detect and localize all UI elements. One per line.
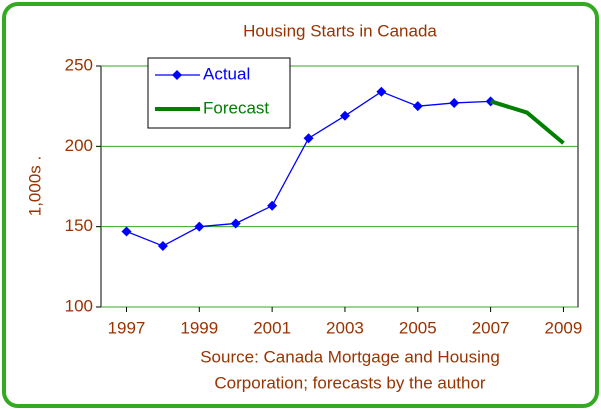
y-axis-label: 1,000s . xyxy=(25,156,44,217)
x-tick-label: 2003 xyxy=(326,318,364,337)
data-point xyxy=(339,110,350,121)
x-tick-label: 2009 xyxy=(545,318,583,337)
x-tick-label: 2007 xyxy=(472,318,510,337)
series-line xyxy=(490,99,565,145)
x-tick-label: 2005 xyxy=(399,318,437,337)
source-note: Corporation; forecasts by the author xyxy=(214,373,486,392)
x-tick-label: 2001 xyxy=(253,318,291,337)
legend-marker xyxy=(172,70,182,80)
data-point xyxy=(376,86,387,97)
data-point xyxy=(267,200,278,211)
data-point xyxy=(121,226,132,237)
source-note: Source: Canada Mortgage and Housing xyxy=(200,347,500,366)
data-point xyxy=(303,133,314,144)
data-point xyxy=(230,218,241,229)
data-point xyxy=(157,240,168,251)
data-point xyxy=(412,101,423,112)
chart-title: Housing Starts in Canada xyxy=(243,21,437,40)
data-point xyxy=(449,97,460,108)
y-tick-label: 150 xyxy=(65,216,93,235)
legend xyxy=(147,57,291,129)
legend-label: Actual xyxy=(203,64,250,83)
y-tick-label: 100 xyxy=(65,296,93,315)
x-tick-label: 1997 xyxy=(108,318,146,337)
x-tick-label: 1999 xyxy=(180,318,218,337)
y-tick-label: 250 xyxy=(65,55,93,74)
y-tick-label: 200 xyxy=(65,136,93,155)
data-point xyxy=(194,221,205,232)
legend-label: Forecast xyxy=(203,98,269,117)
